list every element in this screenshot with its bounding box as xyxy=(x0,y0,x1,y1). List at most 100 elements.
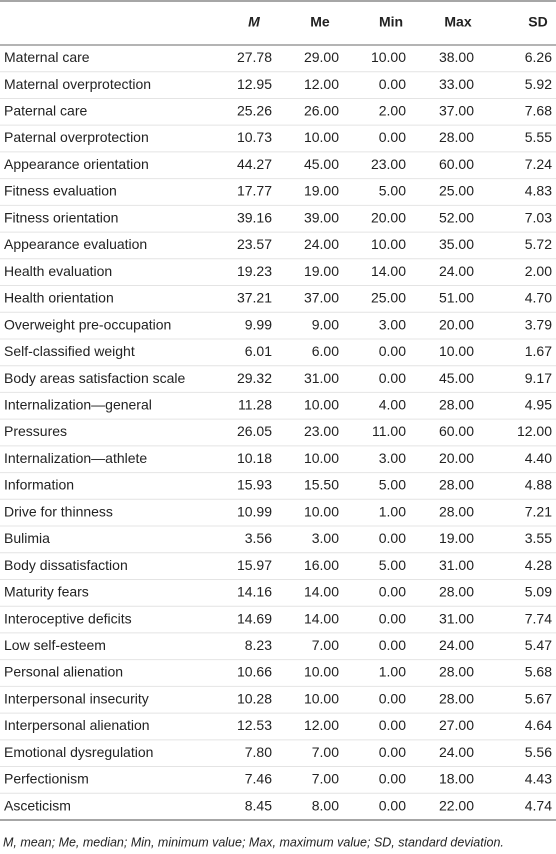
row-label: Body dissatisfaction xyxy=(4,557,128,573)
footnote: M, mean; Me, median; Min, minimum value;… xyxy=(3,835,504,849)
cell: 6.00 xyxy=(312,343,339,359)
cell: 16.00 xyxy=(304,557,339,573)
cell: 7.00 xyxy=(312,771,339,787)
row-label: Low self-esteem xyxy=(4,637,106,653)
cell: 14.69 xyxy=(237,610,272,626)
cell: 28.00 xyxy=(439,690,474,706)
cell: 18.00 xyxy=(439,771,474,787)
cell: 29.00 xyxy=(304,49,339,65)
cell: 4.64 xyxy=(525,717,552,733)
row-label: Personal alienation xyxy=(4,664,123,680)
cell: 24.00 xyxy=(439,744,474,760)
cell: 33.00 xyxy=(439,76,474,92)
cell: 7.00 xyxy=(312,744,339,760)
cell: 5.09 xyxy=(525,584,552,600)
cell: 8.23 xyxy=(245,637,272,653)
row-label: Paternal care xyxy=(4,103,87,119)
cell: 2.00 xyxy=(379,103,406,119)
cell: 23.57 xyxy=(237,236,272,252)
cell: 10.00 xyxy=(304,129,339,145)
cell: 8.00 xyxy=(312,797,339,813)
cell: 9.00 xyxy=(312,316,339,332)
cell: 4.70 xyxy=(525,290,552,306)
cell: 7.46 xyxy=(245,771,272,787)
cell: 26.05 xyxy=(237,423,272,439)
cell: 9.99 xyxy=(245,316,272,332)
cell: 37.21 xyxy=(237,290,272,306)
cell: 3.55 xyxy=(525,530,552,546)
row-label: Interoceptive deficits xyxy=(4,610,132,626)
row-label: Emotional dysregulation xyxy=(4,744,153,760)
cell: 15.93 xyxy=(237,477,272,493)
cell: 38.00 xyxy=(439,49,474,65)
cell: 10.28 xyxy=(237,690,272,706)
cell: 5.00 xyxy=(379,557,406,573)
cell: 4.43 xyxy=(525,771,552,787)
cell: 22.00 xyxy=(439,797,474,813)
row-label: Appearance orientation xyxy=(4,156,149,172)
row-label: Fitness evaluation xyxy=(4,183,117,199)
cell: 28.00 xyxy=(439,129,474,145)
cell: 28.00 xyxy=(439,503,474,519)
column-header: Me xyxy=(310,14,330,30)
cell: 4.28 xyxy=(525,557,552,573)
row-label: Paternal overprotection xyxy=(4,129,149,145)
cell: 44.27 xyxy=(237,156,272,172)
row-label: Overweight pre-occupation xyxy=(4,316,171,332)
cell: 20.00 xyxy=(439,316,474,332)
cell: 37.00 xyxy=(304,290,339,306)
cell: 24.00 xyxy=(304,236,339,252)
cell: 23.00 xyxy=(371,156,406,172)
cell: 25.00 xyxy=(371,290,406,306)
cell: 26.00 xyxy=(304,103,339,119)
row-label: Maturity fears xyxy=(4,584,89,600)
row-label: Health orientation xyxy=(4,290,114,306)
cell: 27.78 xyxy=(237,49,272,65)
cell: 3.00 xyxy=(312,530,339,546)
cell: 31.00 xyxy=(439,557,474,573)
cell: 0.00 xyxy=(379,530,406,546)
cell: 4.88 xyxy=(525,477,552,493)
cell: 19.00 xyxy=(439,530,474,546)
cell: 3.79 xyxy=(525,316,552,332)
cell: 10.00 xyxy=(304,450,339,466)
cell: 6.26 xyxy=(525,49,552,65)
cell: 0.00 xyxy=(379,129,406,145)
cell: 12.95 xyxy=(237,76,272,92)
cell: 23.00 xyxy=(304,423,339,439)
cell: 14.00 xyxy=(304,584,339,600)
row-label: Health evaluation xyxy=(4,263,112,279)
cell: 1.00 xyxy=(379,664,406,680)
cell: 5.92 xyxy=(525,76,552,92)
cell: 5.55 xyxy=(525,129,552,145)
cell: 0.00 xyxy=(379,343,406,359)
cell: 5.00 xyxy=(379,183,406,199)
cell: 27.00 xyxy=(439,717,474,733)
cell: 19.23 xyxy=(237,263,272,279)
cell: 51.00 xyxy=(439,290,474,306)
cell: 7.21 xyxy=(525,503,552,519)
cell: 7.03 xyxy=(525,209,552,225)
cell: 15.50 xyxy=(304,477,339,493)
cell: 24.00 xyxy=(439,263,474,279)
cell: 31.00 xyxy=(304,370,339,386)
cell: 0.00 xyxy=(379,744,406,760)
row-label: Bulimia xyxy=(4,530,50,546)
cell: 5.68 xyxy=(525,664,552,680)
cell: 0.00 xyxy=(379,637,406,653)
cell: 4.83 xyxy=(525,183,552,199)
cell: 10.66 xyxy=(237,664,272,680)
cell: 7.24 xyxy=(525,156,552,172)
cell: 3.00 xyxy=(379,316,406,332)
column-header: Max xyxy=(444,14,471,30)
cell: 14.00 xyxy=(371,263,406,279)
cell: 12.00 xyxy=(517,423,552,439)
row-label: Asceticism xyxy=(4,797,71,813)
cell: 10.73 xyxy=(237,129,272,145)
cell: 10.99 xyxy=(237,503,272,519)
cell: 1.00 xyxy=(379,503,406,519)
cell: 10.00 xyxy=(304,664,339,680)
cell: 8.45 xyxy=(245,797,272,813)
cell: 11.00 xyxy=(372,423,406,439)
cell: 14.00 xyxy=(304,610,339,626)
